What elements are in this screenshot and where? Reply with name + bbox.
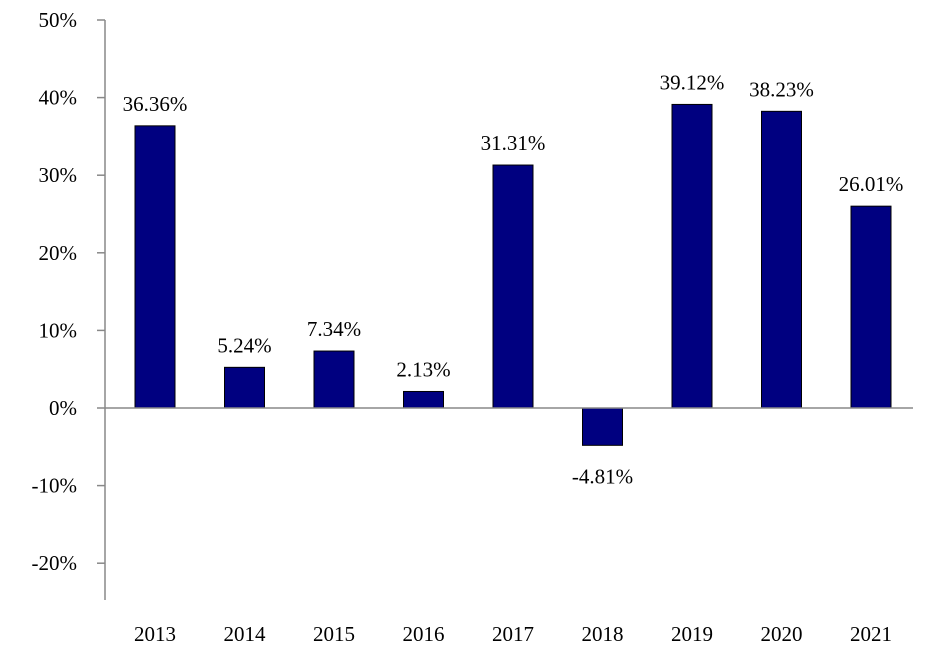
x-tick-label: 2019 [671, 622, 713, 646]
bar [761, 110, 802, 409]
bar [224, 366, 265, 409]
y-tick-label: -10% [32, 474, 78, 498]
data-label: 5.24% [217, 333, 271, 357]
bar [582, 407, 623, 446]
x-tick-label: 2018 [582, 622, 624, 646]
bar [403, 390, 444, 409]
data-label: 38.23% [749, 77, 814, 101]
bars [134, 103, 892, 446]
y-tick-label: -20% [32, 551, 78, 575]
y-tick-label: 30% [39, 163, 78, 187]
y-axis: 50% 40% 30% 20% 10% 0% -10% -20% [32, 8, 106, 600]
bar [313, 350, 355, 409]
y-tick-label: 50% [39, 8, 78, 32]
x-tick-label: 2015 [313, 622, 355, 646]
x-tick-label: 2021 [850, 622, 892, 646]
bar [492, 164, 534, 409]
x-tick-label: 2016 [403, 622, 445, 646]
data-labels: 36.36% 5.24% 7.34% 2.13% 31.31% -4.81% 39.12% 3… [123, 70, 904, 488]
bar [671, 103, 713, 409]
x-tick-label: 2020 [761, 622, 803, 646]
x-axis: 2013 2014 2015 2016 2017 2018 2019 2020 2021 [105, 407, 913, 646]
x-tick-label: 2014 [224, 622, 267, 646]
bar [134, 125, 176, 409]
y-tick-label: 40% [39, 86, 78, 110]
data-label: 31.31% [481, 131, 546, 155]
data-label: 26.01% [839, 172, 904, 196]
x-tick-label: 2017 [492, 622, 534, 646]
bar [850, 205, 892, 409]
y-tick-label: 0% [49, 396, 77, 420]
data-label: -4.81% [572, 464, 633, 488]
data-label: 7.34% [307, 317, 361, 341]
x-tick-label: 2013 [134, 622, 176, 646]
data-label: 36.36% [123, 92, 188, 116]
y-tick-label: 20% [39, 241, 78, 265]
y-tick-label: 10% [39, 318, 78, 342]
data-label: 39.12% [660, 70, 725, 94]
data-label: 2.13% [396, 357, 450, 381]
